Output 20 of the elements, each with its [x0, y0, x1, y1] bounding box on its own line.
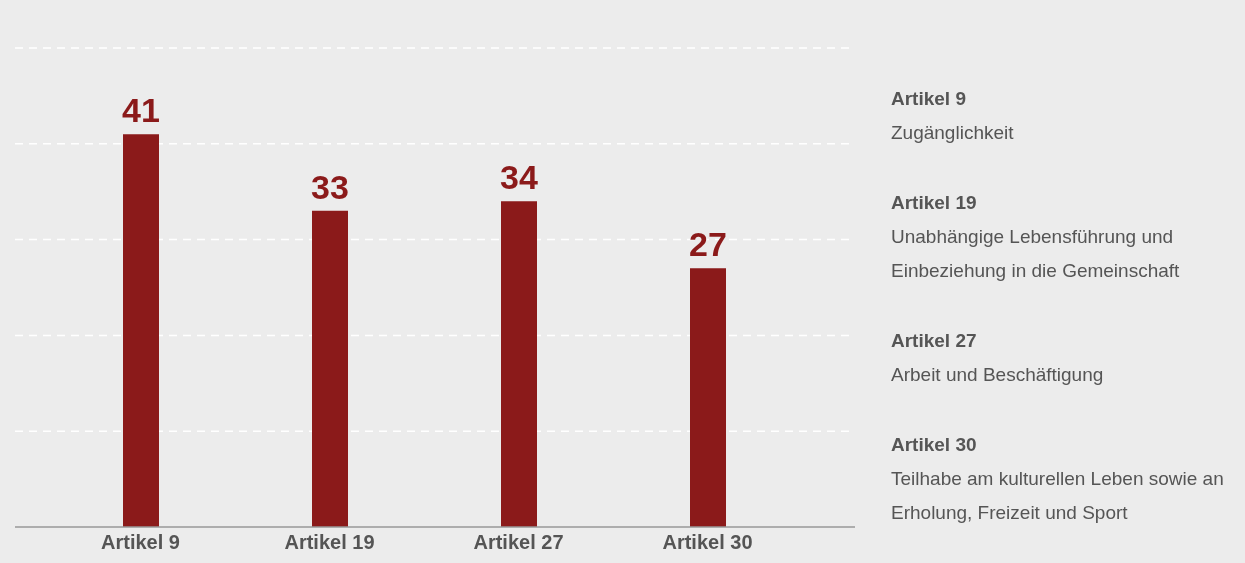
data-label: 34 [500, 158, 538, 197]
text: Zugänglichkeit [891, 121, 1015, 145]
x-tick-label: Artikel 30 [662, 531, 753, 554]
bar [123, 134, 159, 527]
x-tick-label: Artikel 27 [473, 531, 564, 554]
data-label: 27 [689, 225, 727, 264]
text: Artikel 27 [891, 329, 978, 353]
text: Artikel 9 [891, 87, 967, 111]
text: Artikel 30 [891, 433, 978, 457]
x-tick-label: Artikel 9 [101, 531, 180, 554]
text: Unabhängige Lebensführung und Einbeziehung in die Gemeinschaft [891, 225, 1181, 283]
x-tick-label: Artikel 19 [284, 531, 375, 554]
text: Arbeit und Beschäftigung [891, 363, 1105, 387]
data-label: 41 [122, 91, 160, 130]
bar [690, 268, 726, 527]
bar [501, 201, 537, 527]
text: Teilhabe am kulturellen Leben sowie an Erholung, Freizeit und Sport [891, 467, 1225, 525]
text: Artikel 19 [891, 191, 978, 215]
data-label: 33 [311, 167, 349, 206]
bar [312, 210, 348, 527]
